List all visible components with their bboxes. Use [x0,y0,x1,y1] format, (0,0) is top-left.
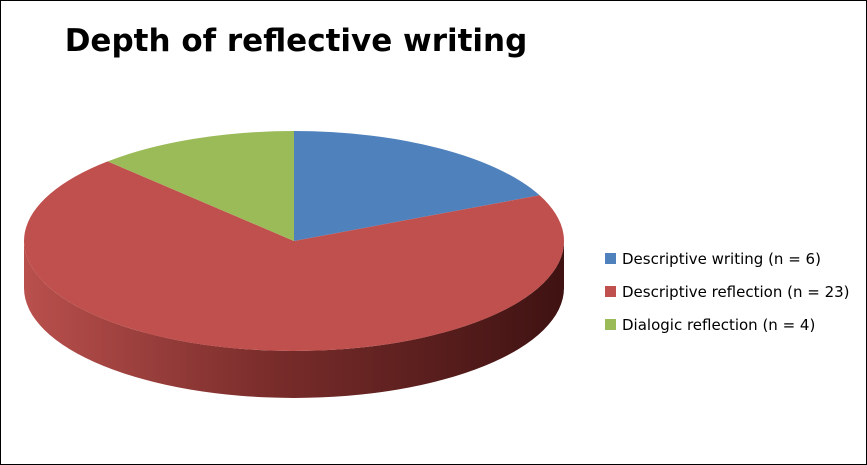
pie-slice-descriptive-reflection [24,161,565,351]
pie-slice-descriptive-writing [294,131,540,241]
legend-item-descriptive-writing: Descriptive writing (n = 6) [605,248,850,269]
chart-title: Depth of reflective writing [64,23,528,59]
legend-label: Descriptive writing (n = 6) [622,249,821,268]
legend-item-descriptive-reflection: Descriptive reflection (n = 23) [605,281,850,302]
legend-label: Descriptive reflection (n = 23) [622,282,850,301]
legend-swatch [605,286,616,297]
pie-slice-dialogic-reflection [107,131,295,241]
legend: Descriptive writing (n = 6) Descriptive … [605,248,850,347]
legend-swatch [605,253,616,264]
pie-side-wall [24,241,564,398]
legend-label: Dialogic reflection (n = 4) [622,315,816,334]
legend-item-dialogic-reflection: Dialogic reflection (n = 4) [605,314,850,335]
legend-swatch [605,319,616,330]
